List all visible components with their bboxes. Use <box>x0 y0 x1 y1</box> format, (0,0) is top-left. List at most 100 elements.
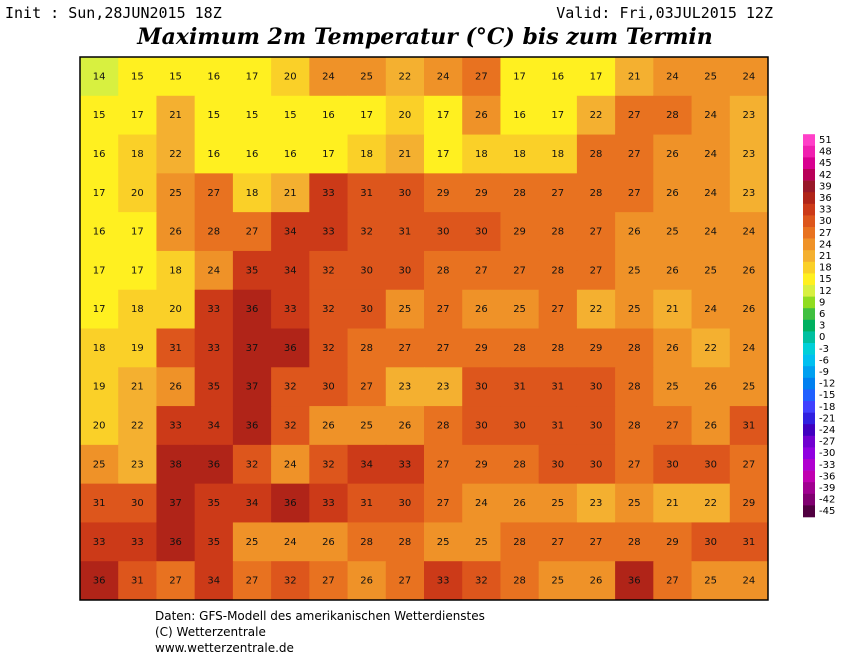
temp-cell <box>385 173 425 213</box>
temp-cell <box>385 522 425 562</box>
temp-cell <box>118 134 157 174</box>
temp-label: 36 <box>246 304 259 315</box>
temp-label: 27 <box>551 537 564 548</box>
temp-label: 28 <box>360 537 373 548</box>
temp-label: 31 <box>513 382 526 393</box>
temp-label: 17 <box>93 265 106 276</box>
temp-cell <box>462 95 501 136</box>
temp-label: 16 <box>246 149 259 160</box>
colorbar-band <box>803 273 815 286</box>
map-title: Maximum 2m Temperatur (°C) bis zum Termi… <box>136 24 713 50</box>
temp-cell <box>80 173 119 213</box>
temp-label: 30 <box>437 227 450 238</box>
colorbar-label: -24 <box>819 425 835 436</box>
temp-cell <box>615 561 654 601</box>
temp-label: 17 <box>131 265 144 276</box>
temp-cell <box>424 212 463 252</box>
temp-label: 27 <box>590 265 603 276</box>
temp-label: 30 <box>704 459 717 470</box>
footer-source: Daten: GFS-Modell des amerikanischen Wet… <box>155 609 485 623</box>
colorbar-band <box>803 227 815 239</box>
temp-label: 27 <box>628 188 641 199</box>
temp-cell <box>615 406 654 446</box>
temp-cell <box>538 57 578 97</box>
temp-cell <box>80 561 119 601</box>
temp-label: 27 <box>437 304 450 315</box>
temp-label: 29 <box>437 188 450 199</box>
temp-label: 24 <box>666 71 679 82</box>
temp-label: 24 <box>704 149 717 160</box>
colorbar-label: -12 <box>819 379 835 390</box>
colorbar-label: -42 <box>819 495 835 506</box>
temp-label: 31 <box>551 420 564 431</box>
temp-label: 28 <box>513 459 526 470</box>
temp-cell <box>194 328 234 368</box>
temp-label: 36 <box>93 576 106 587</box>
temp-label: 35 <box>207 537 220 548</box>
temp-cell <box>500 367 540 407</box>
temp-cell <box>118 212 157 252</box>
temp-label: 25 <box>704 265 717 276</box>
colorbar-band <box>803 493 815 506</box>
temp-label: 28 <box>628 420 641 431</box>
colorbar-label: -30 <box>819 448 835 459</box>
temp-cell <box>653 250 693 291</box>
colorbar-label: -15 <box>819 390 835 401</box>
temp-cell <box>729 289 769 329</box>
temp-cell <box>691 444 731 485</box>
temp-cell <box>194 444 234 485</box>
temp-cell <box>653 134 693 174</box>
temp-label: 31 <box>551 382 564 393</box>
temp-cell <box>729 483 769 523</box>
map-field: 14 15 15 16 17 20 24 25 22 24 27 17 16 17 21 24 25 24 15 17… <box>80 57 769 601</box>
temp-label: 35 <box>246 265 259 276</box>
temp-label: 28 <box>437 265 450 276</box>
init-time: Init : Sun,28JUN2015 18Z <box>5 4 222 22</box>
temp-cell <box>80 57 119 97</box>
temp-cell <box>309 57 349 97</box>
temp-label: 28 <box>628 343 641 354</box>
temp-cell <box>156 173 196 213</box>
colorbar-label: 27 <box>819 228 832 239</box>
temp-cell <box>653 444 693 485</box>
temp-label: 30 <box>590 420 603 431</box>
temp-cell <box>156 444 196 485</box>
temp-label: 28 <box>513 188 526 199</box>
temp-label: 27 <box>437 459 450 470</box>
temp-label: 24 <box>743 576 756 587</box>
temp-label: 27 <box>513 265 526 276</box>
temp-label: 27 <box>551 188 564 199</box>
temp-label: 20 <box>399 110 412 121</box>
temp-label: 25 <box>437 537 450 548</box>
temp-cell <box>347 367 387 407</box>
temp-label: 21 <box>131 382 144 393</box>
temp-cell <box>80 367 119 407</box>
temp-cell <box>500 406 540 446</box>
temp-label: 24 <box>704 110 717 121</box>
temp-label: 21 <box>666 498 679 509</box>
colorbar-label: -36 <box>819 471 835 482</box>
colorbar-label: -6 <box>819 355 829 366</box>
temp-label: 25 <box>666 227 679 238</box>
colorbar-band <box>803 447 815 460</box>
temp-cell <box>385 328 425 368</box>
temp-cell <box>424 95 463 136</box>
temp-cell <box>118 522 157 562</box>
temp-cell <box>347 406 387 446</box>
temp-cell <box>385 57 425 97</box>
colorbar-band <box>803 435 815 448</box>
colorbar-label: 3 <box>819 321 825 332</box>
temp-label: 28 <box>628 382 641 393</box>
temp-cell <box>615 134 654 174</box>
temp-label: 28 <box>207 227 220 238</box>
temp-cell <box>729 212 769 252</box>
temp-cell <box>80 250 119 291</box>
temp-label: 22 <box>590 304 603 315</box>
temp-label: 18 <box>131 149 144 160</box>
temp-label: 18 <box>475 149 488 160</box>
temp-label: 24 <box>437 71 450 82</box>
colorbar-band <box>803 157 815 170</box>
temp-cell <box>156 328 196 368</box>
temp-label: 33 <box>207 343 220 354</box>
temp-label: 32 <box>360 227 373 238</box>
